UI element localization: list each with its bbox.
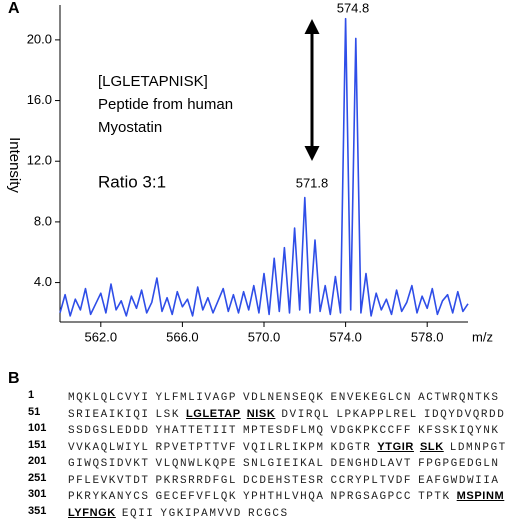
sequence-block: IDQYDVQRDD <box>423 408 506 421</box>
annotation: [LGLETAPNISK] <box>98 73 208 90</box>
sequence-block: EQII <box>121 507 155 519</box>
y-tick-label: 4.0 <box>34 274 52 289</box>
sequence-text: PFLEVKVTDT PKRSRRDFGL DCDEHSTESR CCRYPLTVDF… <box>68 471 506 489</box>
sequence-text: VVKAQLWIYL RPVETPTTVF VQILRLIKPM KDGTR YTGIR… <box>68 438 513 456</box>
sequence-block: RCGCS <box>247 507 289 519</box>
sequence-block: TPTK <box>418 491 451 503</box>
sequence-block: SRIEAIKIQI <box>68 408 150 421</box>
sequence-block: YHATTETIIT <box>155 425 238 437</box>
peptide-highlight: MSPINM <box>456 490 505 502</box>
sequence-block: ENVEKEGLCN <box>330 392 413 404</box>
sequence-block: KDGTR <box>330 441 372 454</box>
sequence-block: MQKLQLCVYI <box>68 392 150 404</box>
x-tick-label: 574.0 <box>329 329 362 344</box>
residue-number: 301 <box>28 488 47 500</box>
annotation: Myostatin <box>98 119 162 136</box>
sequence-block: YPHTHLVHQA <box>243 491 325 503</box>
sequence-block: EAFGWDWIIA <box>418 474 500 487</box>
y-tick-label: 8.0 <box>34 213 52 228</box>
peptide-highlight: YTGIR <box>377 440 414 453</box>
sequence-block: GECEFVFLQK <box>155 491 238 503</box>
peak-label: 571.8 <box>296 175 329 190</box>
sequence-block: VQILRLIKPM <box>243 441 325 454</box>
sequence-block: FPGPGEDGLN <box>418 458 500 470</box>
sequence-text: LYFNGK EQII YGKIPAMVVD RCGCS <box>68 504 295 519</box>
sequence-block: YLFMLIVAGP <box>155 392 238 404</box>
sequence-block: PKRYKANYCS <box>68 491 150 503</box>
spectrum-chart: 4.0 8.0 12.0 16.0 20.0 562.0 566.0 570.0 574.0 57… <box>6 0 493 344</box>
panel-label: B <box>8 370 20 387</box>
sequence-block: PFLEVKVTDT <box>68 474 150 487</box>
x-axis-label: m/z <box>472 329 493 344</box>
peptide-highlight: NISK <box>246 407 276 420</box>
sequence-block: SNLGIEIKAL <box>243 458 325 470</box>
sequence-block: PKRSRRDFGL <box>155 474 238 487</box>
residue-number: 1 <box>28 389 35 401</box>
residue-number: 101 <box>28 422 47 434</box>
sequence-text: PKRYKANYCS GECEFVFLQK YPHTHLVHQA NPRGSAGPCC… <box>68 487 510 505</box>
x-tick-label: 566.0 <box>166 329 199 344</box>
sequence-block: LPKAPPLREL <box>336 408 418 421</box>
sequence-text: MQKLQLCVYI YLFMLIVAGP VDLNENSEQK ENVEKEGLCN… <box>68 388 506 406</box>
sequence-block: KFSSKIQYNK <box>418 425 500 437</box>
sequence-block: VDGKPKCCFF <box>330 425 413 437</box>
sequence-block: SSDGSLEDDD <box>68 425 150 437</box>
residue-number: 151 <box>28 438 47 451</box>
sequence-block: YGKIPAMVVD <box>160 507 242 519</box>
sequence-block: LSK <box>155 408 180 421</box>
y-axis-label: Intensity <box>6 137 23 193</box>
sequence-text: GIWQSIDVKT VLQNWLKQPE SNLGIEIKAL DENGHDLAVT… <box>68 454 506 472</box>
x-tick-label: 578.0 <box>411 329 444 344</box>
residue-number: 251 <box>28 471 47 484</box>
peptide-highlight: LGLETAP <box>185 407 241 420</box>
y-tick-label: 20.0 <box>27 31 52 46</box>
sequence-block: GIWQSIDVKT <box>68 458 150 470</box>
x-tick-label: 570.0 <box>248 329 281 344</box>
sequence-block: RPVETPTTVF <box>155 441 238 454</box>
peptide-highlight: SLK <box>419 440 444 453</box>
sequence-block: VDLNENSEQK <box>243 392 325 404</box>
peptide-highlight: LYFNGK <box>68 506 116 519</box>
peak-label: 574.8 <box>337 0 370 15</box>
sequence-block: LDMNPGT <box>449 441 507 454</box>
sequence-block: DCDEHSTESR <box>243 474 325 487</box>
sequence-block: VVKAQLWIYL <box>68 441 150 454</box>
sequence-text: SRIEAIKIQI LSK LGLETAP NISK DVIRQL LPKAPPLREL… <box>68 405 511 423</box>
y-tick-label: 12.0 <box>27 153 52 168</box>
sequence-block: MPTESDFLMQ <box>243 425 325 437</box>
sequence-block: CCRYPLTVDF <box>330 474 413 487</box>
sequence-text: SSDGSLEDDD YHATTETIIT MPTESDFLMQ VDGKPKCCFF… <box>68 421 506 439</box>
y-tick-label: 16.0 <box>27 92 52 107</box>
residue-number: 351 <box>28 504 47 517</box>
annotation: Ratio 3:1 <box>98 172 166 191</box>
spectrum-line <box>59 17 469 317</box>
sequence-block: ACTWRQNTKS <box>418 392 500 404</box>
sequence-block: NPRGSAGPCC <box>330 491 413 503</box>
residue-number: 51 <box>28 405 41 418</box>
residue-number: 201 <box>28 455 47 467</box>
x-tick-label: 562.0 <box>85 329 118 344</box>
panel-label: A <box>8 0 20 17</box>
annotation: Peptide from human <box>98 96 233 113</box>
sequence-block: DVIRQL <box>281 408 331 421</box>
sequence-block: VLQNWLKQPE <box>155 458 238 470</box>
sequence-block: DENGHDLAVT <box>330 458 413 470</box>
